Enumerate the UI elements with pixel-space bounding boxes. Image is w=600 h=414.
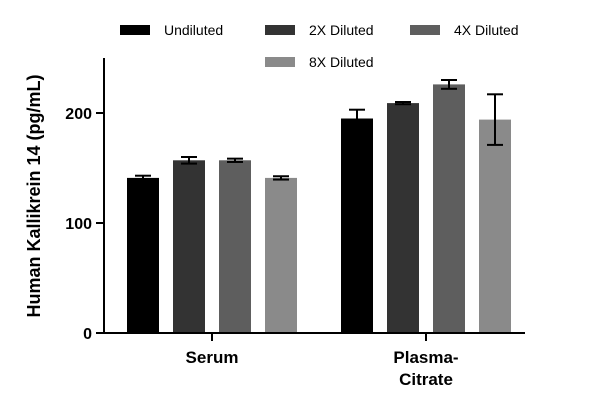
error-bar-3-1 — [487, 93, 503, 146]
y-axis-label: Human Kallikrein 14 (pg/mL) — [24, 74, 44, 317]
legend-swatch-3 — [265, 57, 295, 67]
error-bar-2-1 — [441, 79, 457, 90]
bar-2-1 — [433, 84, 465, 334]
bar-1-1 — [387, 103, 419, 333]
legend-swatch-2 — [410, 25, 440, 35]
legend-label-3: 8X Diluted — [309, 54, 374, 70]
error-bars — [135, 79, 503, 182]
bar-3-0 — [265, 177, 297, 333]
legend-swatch-0 — [120, 25, 150, 35]
y-tick-label-0: 0 — [83, 326, 92, 343]
error-bar-3-0 — [273, 175, 289, 181]
error-bar-0-1 — [349, 108, 365, 129]
y-tick-label-1: 100 — [65, 216, 92, 233]
error-bar-1-1 — [395, 101, 411, 106]
x-category-label-1-1: Citrate — [399, 370, 453, 389]
y-tick-label-2: 200 — [65, 106, 92, 123]
y-ticks: 0 100 200 — [65, 106, 104, 343]
legend-label-1: 2X Diluted — [309, 22, 374, 38]
bar-1-0 — [173, 160, 205, 333]
error-bar-2-0 — [227, 157, 243, 163]
x-ticks: Serum Plasma- Citrate — [186, 333, 459, 389]
legend-label-2: 4X Diluted — [454, 22, 519, 38]
legend-label-0: Undiluted — [164, 22, 223, 38]
bar-0-1 — [341, 118, 373, 333]
axes — [103, 58, 525, 334]
x-category-label-1-0: Plasma- — [393, 348, 458, 367]
legend-swatch-1 — [265, 25, 295, 35]
error-bar-0-0 — [135, 174, 151, 182]
bar-2-0 — [219, 160, 251, 333]
legend: Undiluted 2X Diluted 4X Diluted 8X Diluted — [120, 22, 519, 70]
bars — [127, 84, 511, 334]
bar-0-0 — [127, 177, 159, 333]
error-bar-1-0 — [181, 156, 197, 165]
x-category-label-0-0: Serum — [186, 348, 239, 367]
bar-3-1 — [479, 119, 511, 333]
